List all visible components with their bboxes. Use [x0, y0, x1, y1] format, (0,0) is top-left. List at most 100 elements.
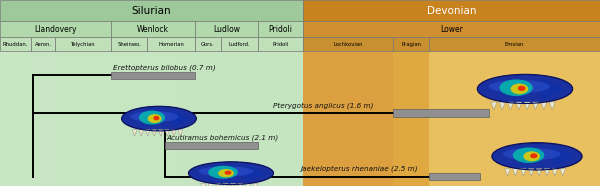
Polygon shape: [512, 169, 518, 176]
Polygon shape: [536, 169, 542, 176]
Bar: [258, 37, 303, 51]
Text: Pridoli: Pridoli: [272, 42, 289, 47]
Bar: [288, 51, 303, 186]
Bar: [0, 51, 15, 186]
Polygon shape: [139, 130, 143, 136]
Polygon shape: [132, 130, 137, 136]
Polygon shape: [172, 130, 176, 136]
Bar: [15, 51, 30, 186]
Text: Wenlock: Wenlock: [137, 25, 169, 34]
Text: Jaekelopterus rhenaniae (2.5 m): Jaekelopterus rhenaniae (2.5 m): [300, 165, 418, 172]
Ellipse shape: [523, 151, 540, 161]
Bar: [30, 51, 46, 186]
Ellipse shape: [139, 110, 165, 125]
Bar: [393, 110, 489, 117]
Polygon shape: [560, 169, 566, 176]
Text: Devonian: Devonian: [427, 6, 476, 16]
Ellipse shape: [489, 80, 550, 93]
Polygon shape: [145, 130, 150, 136]
Bar: [151, 51, 167, 186]
Ellipse shape: [131, 111, 179, 122]
Ellipse shape: [189, 162, 273, 184]
Bar: [0, 0, 303, 186]
Ellipse shape: [154, 116, 160, 120]
Ellipse shape: [478, 75, 572, 103]
Ellipse shape: [122, 107, 196, 131]
Polygon shape: [215, 183, 221, 186]
Bar: [258, 21, 303, 37]
Text: Aeron.: Aeron.: [35, 42, 52, 47]
Text: Llandovery: Llandovery: [34, 25, 77, 34]
Polygon shape: [505, 169, 511, 176]
Text: Rhuddan.: Rhuddan.: [3, 42, 28, 47]
Text: Silurian: Silurian: [131, 6, 172, 16]
Bar: [303, 0, 600, 21]
Bar: [55, 37, 111, 51]
Bar: [429, 173, 480, 180]
Polygon shape: [516, 102, 522, 110]
Text: Pterygotus anglicus (1.6 m): Pterygotus anglicus (1.6 m): [273, 102, 373, 109]
Polygon shape: [508, 102, 514, 110]
Polygon shape: [200, 183, 206, 186]
Polygon shape: [223, 183, 229, 186]
Polygon shape: [253, 183, 258, 186]
Bar: [429, 37, 600, 51]
Bar: [303, 0, 393, 186]
Bar: [106, 51, 121, 186]
Text: Ludford.: Ludford.: [229, 42, 250, 47]
Bar: [393, 37, 429, 51]
Ellipse shape: [218, 169, 234, 177]
Bar: [31, 37, 55, 51]
Bar: [0, 21, 111, 37]
Ellipse shape: [513, 147, 544, 163]
Bar: [111, 21, 195, 37]
Polygon shape: [544, 169, 550, 176]
Bar: [272, 51, 288, 186]
Bar: [393, 0, 429, 186]
Polygon shape: [491, 102, 497, 110]
Ellipse shape: [148, 114, 161, 123]
Text: Sheinwo.: Sheinwo.: [117, 42, 141, 47]
Polygon shape: [532, 102, 539, 110]
Ellipse shape: [511, 84, 529, 94]
Polygon shape: [541, 102, 547, 110]
Polygon shape: [152, 130, 157, 136]
Text: Acutiramus bohemicus (2.1 m): Acutiramus bohemicus (2.1 m): [167, 134, 279, 141]
Polygon shape: [528, 169, 534, 176]
Bar: [257, 51, 272, 186]
Polygon shape: [172, 110, 190, 128]
Text: Lower: Lower: [440, 25, 463, 34]
Polygon shape: [208, 183, 214, 186]
Polygon shape: [165, 130, 170, 136]
Bar: [197, 51, 212, 186]
Bar: [167, 51, 182, 186]
Bar: [136, 51, 151, 186]
Bar: [195, 37, 221, 51]
Text: Pragian: Pragian: [401, 42, 421, 47]
Ellipse shape: [208, 166, 238, 179]
Bar: [76, 51, 91, 186]
Bar: [429, 0, 600, 186]
Bar: [121, 51, 136, 186]
Ellipse shape: [518, 86, 526, 91]
Text: Erettopterus bilobus (0.7 m): Erettopterus bilobus (0.7 m): [113, 64, 215, 71]
Bar: [147, 37, 195, 51]
Text: Lochkovian: Lochkovian: [333, 42, 363, 47]
Ellipse shape: [199, 166, 253, 177]
Bar: [165, 142, 258, 149]
Polygon shape: [499, 102, 505, 110]
Polygon shape: [158, 130, 163, 136]
Text: Homerian: Homerian: [158, 42, 184, 47]
Ellipse shape: [493, 143, 581, 170]
Polygon shape: [178, 130, 183, 136]
Polygon shape: [246, 165, 266, 182]
Ellipse shape: [503, 148, 560, 160]
Text: Telychian: Telychian: [71, 42, 95, 47]
Bar: [227, 51, 242, 186]
Text: Gors.: Gors.: [201, 42, 215, 47]
Bar: [303, 37, 393, 51]
Bar: [111, 37, 147, 51]
Bar: [303, 21, 600, 37]
Polygon shape: [238, 183, 243, 186]
Text: Pridoli: Pridoli: [269, 25, 293, 34]
